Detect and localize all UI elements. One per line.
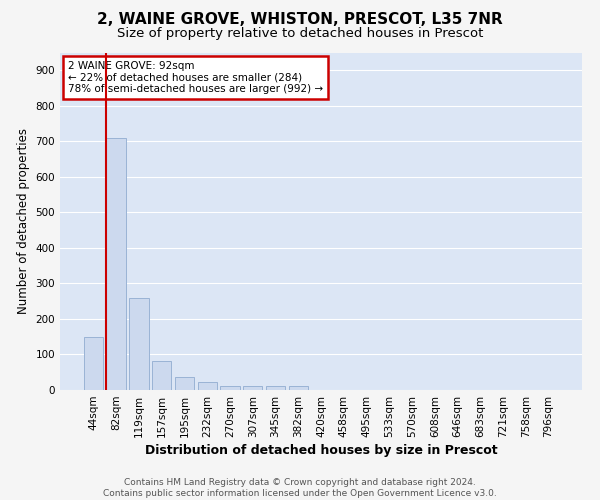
- Bar: [289, 386, 308, 390]
- Bar: [129, 298, 149, 390]
- Text: Contains HM Land Registry data © Crown copyright and database right 2024.
Contai: Contains HM Land Registry data © Crown c…: [103, 478, 497, 498]
- Text: Size of property relative to detached houses in Prescot: Size of property relative to detached ho…: [117, 28, 483, 40]
- Bar: [266, 386, 285, 390]
- Bar: [220, 386, 239, 390]
- X-axis label: Distribution of detached houses by size in Prescot: Distribution of detached houses by size …: [145, 444, 497, 457]
- Bar: [84, 338, 103, 390]
- Bar: [152, 360, 172, 390]
- Bar: [243, 386, 262, 390]
- Text: 2 WAINE GROVE: 92sqm
← 22% of detached houses are smaller (284)
78% of semi-deta: 2 WAINE GROVE: 92sqm ← 22% of detached h…: [68, 61, 323, 94]
- Bar: [197, 382, 217, 390]
- Text: 2, WAINE GROVE, WHISTON, PRESCOT, L35 7NR: 2, WAINE GROVE, WHISTON, PRESCOT, L35 7N…: [97, 12, 503, 28]
- Bar: [106, 138, 126, 390]
- Bar: [175, 377, 194, 390]
- Y-axis label: Number of detached properties: Number of detached properties: [17, 128, 30, 314]
